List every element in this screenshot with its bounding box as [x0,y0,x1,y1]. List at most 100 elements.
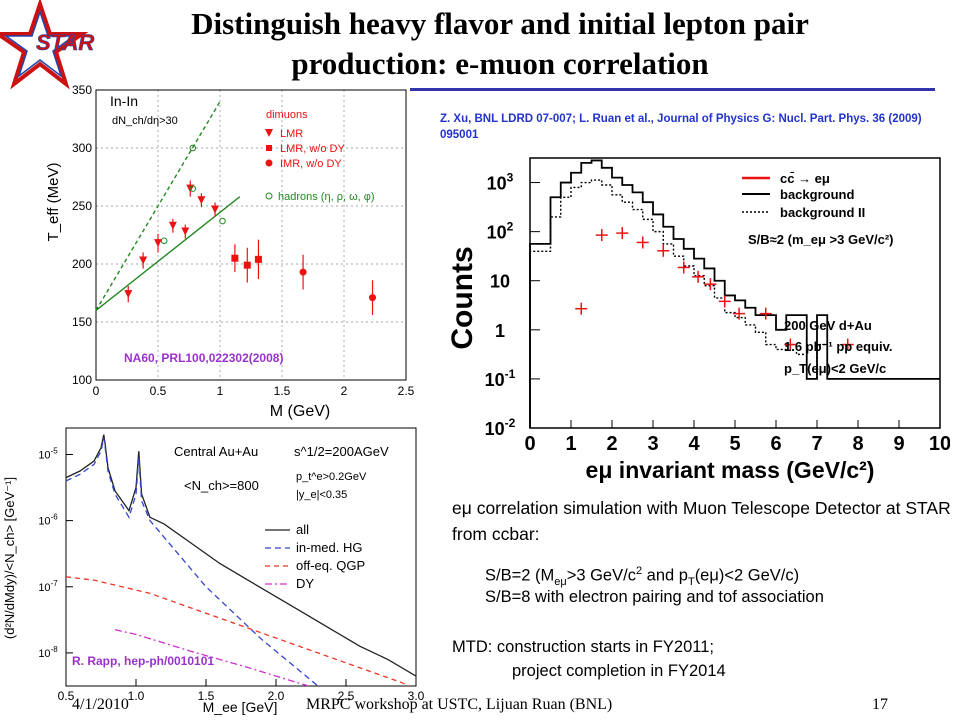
teff-ylabel: T_eff (MeV) [45,163,62,242]
teff-citation: NA60, PRL100,022302(2008) [124,351,283,365]
rapp-xtick-label: 1.0 [128,689,145,703]
teff-point [243,261,251,269]
star-logo-text: STAR [36,30,94,55]
sb-line-2: S/B=8 with electron pairing and tof asso… [485,588,824,606]
teff-point [197,196,206,205]
emu-xtick-label: 3 [647,433,658,455]
teff-ytick-label: 350 [72,83,92,97]
teff-xlabel: M (GeV) [270,403,330,420]
teff-fit-line [95,101,221,311]
legend-marker-imr [265,159,273,167]
emu-xtick-label: 2 [606,433,617,455]
rapp-xtick-label: 1.5 [198,689,215,703]
teff-point [254,255,262,263]
teff-xtick-label: 2 [341,384,348,398]
rapp-curves [66,434,416,686]
teff-point [168,221,177,230]
rapp-chart: 0.5 1.0 1.5 2.0 2.5 3.0 10-5 10-6 10-7 10-8 (d²N/… [2,427,425,715]
teff-fit-line [95,196,241,311]
teff-plot-frame [95,89,407,381]
rapp-legend-hg: in-med. HG [296,540,362,555]
rapp-legend-qgp: off-eq. QGP [296,558,365,573]
slide-title: Distinguish heavy flavor and initial lep… [100,4,900,84]
title-underline [410,88,935,91]
teff-cut-label: dN_ch/dη>30 [112,115,178,127]
teff-xtick-label: 1.5 [274,384,291,398]
teff-ytick-label: 200 [72,257,92,271]
emu-xtick-label: 4 [688,433,700,455]
rapp-curve [66,576,411,686]
rapp-panel-label: Central Au+Au [174,444,258,459]
star-logo: STAR [0,0,95,90]
teff-fit-lines [95,101,241,311]
teff-legend-hadrons: hadrons (η, ρ, ω, φ) [278,191,375,203]
emu-points [575,227,854,351]
legend-marker-lmr-wodY [266,145,272,151]
teff-legend-imr: IMR, w/o DY [280,158,342,170]
emu-ylabel: Counts [446,246,479,349]
emu-xtick-label: 9 [893,433,904,455]
mtd-line-1: MTD: construction starts in FY2011; [452,638,714,656]
teff-point [231,254,239,262]
rapp-legend: all in-med. HG off-eq. QGP DY [265,522,365,591]
teff-point [211,205,220,214]
teff-point [299,268,307,276]
rapp-xtick-label: 0.5 [58,689,75,703]
teff-chart: 0 0.5 1 1.5 2 2.5 100 150 200 250 300 350 T_eff (Me… [45,83,415,420]
emu-legend-background: background [780,187,854,202]
teff-xtick-label: 0.5 [150,384,167,398]
rapp-xtick-label: 2.0 [268,689,285,703]
emu-histogram [529,179,940,428]
emu-sb-annotation: S/B≈2 (m_eμ >3 GeV/c²) [748,232,894,247]
intro-e: e [452,498,462,518]
intro-text: eμ correlation simulation with Muon Tele… [452,495,952,547]
title-line-1: Distinguish heavy flavor and initial lep… [191,6,809,41]
teff-xtick-label: 2.5 [398,384,415,398]
rapp-xtick-label: 3.0 [408,689,425,703]
teff-legend-lmr-wody: LMR, w/o DY [280,143,345,155]
teff-point [181,227,190,236]
emu-legend: cc̄ → eμ background background II [742,171,865,220]
teff-point [160,237,168,245]
rapp-legend-all: all [296,522,309,537]
emu-annotation-3: p_T(eμ)<2 GeV/c [784,361,886,376]
emu-ytick-label: 1 [495,321,505,341]
emu-xlabel: eμ invariant mass (GeV/c²) [586,457,875,483]
emu-xtick-label: 0 [524,433,535,455]
intro-mu: μ [461,498,472,518]
rapp-ticks: 0.5 1.0 1.5 2.0 2.5 3.0 10-5 10-6 10-7 10-8 [38,446,424,703]
rapp-xtick-label: 2.5 [338,689,355,703]
rapp-energy-label: s^1/2=200AGeV [294,444,389,459]
emu-citation: Z. Xu, BNL LDRD 07-007; L. Ruan et al., … [440,113,922,141]
teff-ytick-label: 250 [72,199,92,213]
emu-xtick-label: 6 [770,433,781,455]
rapp-plot-frame [65,427,417,687]
emu-ytick-label: 10 [490,272,510,292]
sb-line-1: S/B=2 (Meμ>3 GeV/c2 and pT(eμ)<2 GeV/c) [485,565,800,588]
emu-ytick-label: 10-2 [485,416,516,439]
emu-xtick-label: 8 [852,433,863,455]
teff-points [124,144,377,316]
emu-histograms [529,159,940,428]
intro-rest: correlation simulation with Muon Telesco… [452,498,951,544]
emu-annotation-2: 1.6 pb⁻¹ pp equiv. [784,339,892,354]
footer-page-number: 17 [872,696,888,713]
rapp-ylabel: (d²N/dMdy)/<N_ch> [GeV⁻¹] [2,477,17,639]
emu-histogram [529,159,940,428]
emu-ytick-label: 102 [487,220,514,243]
title-line-2: production: e-muon correlation [291,46,709,81]
rapp-ytick-label: 10-7 [38,579,58,594]
rapp-cut-2: |y_e|<0.35 [296,489,347,501]
emu-ytick-label: 10-1 [485,367,516,390]
rapp-xlabel: M_ee [GeV] [203,699,278,715]
rapp-citation: R. Rapp, hep-ph/0010101 [72,654,214,668]
rapp-cut-1: p_t^e>0.2GeV [296,471,367,483]
teff-ytick-label: 100 [72,373,92,387]
teff-point [189,185,197,192]
teff-legend-title: dimuons [266,109,308,121]
teff-point [124,290,133,299]
teff-grid [95,89,407,381]
emu-legend-background-ii: background II [780,205,865,220]
rapp-legend-dy: DY [296,576,314,591]
